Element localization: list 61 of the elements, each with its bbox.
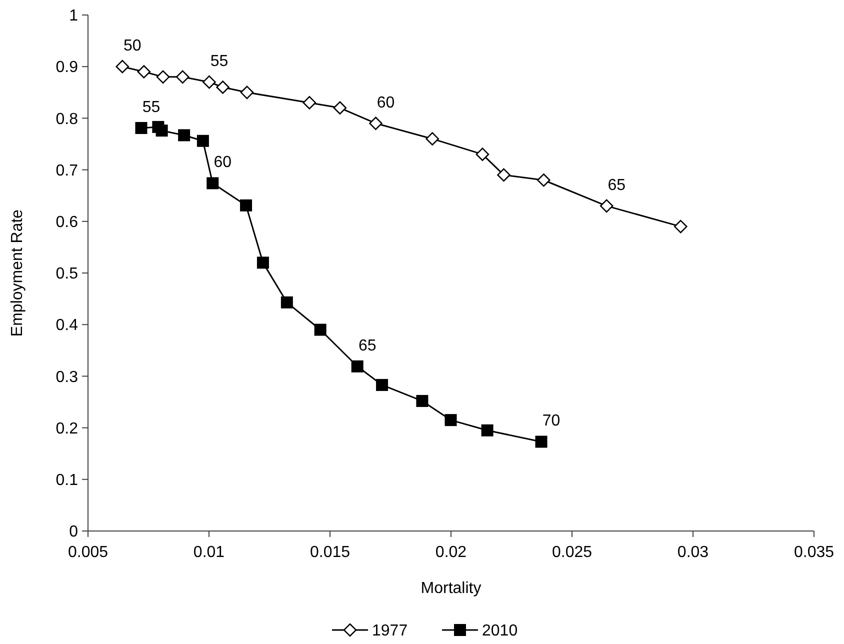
x-tick-label: 0.035 xyxy=(794,544,834,561)
annotation: 60 xyxy=(376,94,395,112)
point xyxy=(240,86,254,100)
x-axis-title: Mortality xyxy=(420,580,482,597)
y-tick-label: 0.1 xyxy=(56,472,78,489)
y-tick-label: 0.8 xyxy=(56,110,78,128)
annotation: 65 xyxy=(608,176,626,194)
point xyxy=(156,70,170,84)
point xyxy=(376,378,388,391)
point xyxy=(206,177,219,190)
point xyxy=(351,360,364,372)
annotation: 50 xyxy=(123,38,142,55)
point xyxy=(600,199,614,213)
point xyxy=(302,96,316,110)
point xyxy=(216,80,230,94)
y-tick-label: 0.9 xyxy=(56,59,78,76)
point xyxy=(196,134,209,147)
point xyxy=(416,394,428,407)
point xyxy=(314,324,326,336)
point xyxy=(137,65,151,78)
point xyxy=(481,424,494,436)
y-tick-label: 1 xyxy=(69,8,78,25)
y-tick-label: 0 xyxy=(69,524,78,541)
point xyxy=(178,129,190,142)
annotation: 55 xyxy=(142,99,160,116)
point xyxy=(476,148,490,161)
point xyxy=(202,75,216,89)
point xyxy=(537,173,550,187)
y-tick-label: 0.5 xyxy=(56,266,78,283)
y-tick-label: 0.4 xyxy=(56,317,78,334)
annotation: 60 xyxy=(214,154,232,172)
x-tick-label: 0.015 xyxy=(310,544,350,561)
annotation: 70 xyxy=(542,412,560,430)
point xyxy=(333,101,347,115)
legend-label: 1977 xyxy=(372,622,408,640)
x-tick-label: 0.01 xyxy=(193,544,225,561)
point xyxy=(280,296,293,308)
point xyxy=(444,414,457,426)
x-tick-label: 0.005 xyxy=(68,544,108,561)
point xyxy=(135,122,148,134)
y-axis-title: Employment Rate xyxy=(9,209,26,337)
point xyxy=(535,436,548,448)
annotation: 55 xyxy=(210,53,228,70)
x-tick-label: 0.025 xyxy=(552,544,592,561)
point xyxy=(426,132,440,146)
point xyxy=(156,124,168,137)
annotation: 65 xyxy=(358,337,376,354)
y-tick-label: 0.6 xyxy=(56,214,78,231)
point xyxy=(497,168,510,182)
point xyxy=(240,199,252,212)
point xyxy=(369,116,382,130)
y-tick-label: 0.7 xyxy=(56,162,78,180)
point xyxy=(674,220,688,234)
point xyxy=(176,70,190,84)
point xyxy=(116,60,130,74)
x-tick-label: 0.03 xyxy=(677,544,709,561)
y-tick-label: 0.2 xyxy=(56,420,78,438)
x-tick-label: 0.02 xyxy=(435,544,467,561)
point xyxy=(256,256,269,269)
y-tick-label: 0.3 xyxy=(56,368,78,386)
legend-label: 2010 xyxy=(482,622,518,640)
